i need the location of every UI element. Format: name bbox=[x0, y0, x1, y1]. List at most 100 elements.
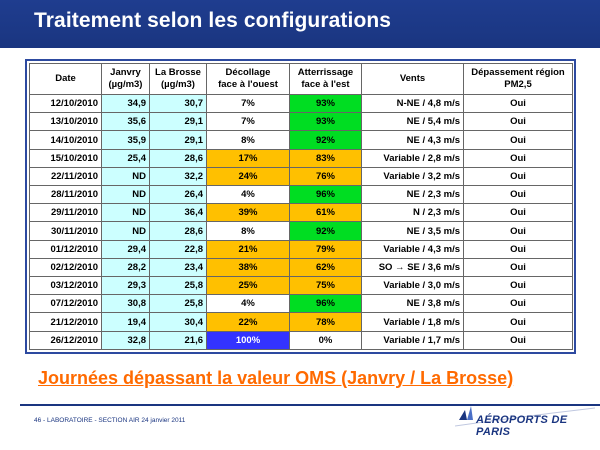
cell-vents: Variable / 1,8 m/s bbox=[361, 312, 464, 332]
table-row: 29/11/2010 ND 36,4 39% 61% N / 2,3 m/s Oui bbox=[29, 203, 573, 223]
aeroports-de-paris-logo-icon bbox=[455, 406, 595, 427]
cell-atterrissage: 62% bbox=[289, 257, 362, 278]
cell-decollage: 17% bbox=[206, 148, 290, 168]
cell-date: 21/12/2010 bbox=[29, 312, 102, 332]
cell-atterrissage: 75% bbox=[289, 276, 362, 296]
slide-header: Traitement selon les configurations bbox=[0, 0, 600, 48]
table-row: 01/12/2010 29,4 22,8 21% 79% Variable / 4,3 m… bbox=[29, 239, 573, 259]
cell-janvry: ND bbox=[101, 185, 150, 205]
cell-date: 22/11/2010 bbox=[29, 166, 102, 187]
col-header-date: Date bbox=[29, 63, 102, 95]
cell-date: 26/12/2010 bbox=[29, 330, 102, 351]
cell-vents: N-NE / 4,8 m/s bbox=[361, 93, 464, 114]
logo-text: AÉROPORTS DE PARIS bbox=[476, 414, 568, 438]
cell-depassement: Oui bbox=[463, 166, 573, 187]
cell-janvry: 29,4 bbox=[101, 239, 150, 259]
cell-janvry: 30,8 bbox=[101, 294, 150, 314]
col-header-atterrissage: Atterrissage face à l'est bbox=[289, 63, 362, 95]
cell-atterrissage: 96% bbox=[289, 294, 362, 314]
cell-vents: N / 2,3 m/s bbox=[361, 203, 464, 223]
cell-atterrissage: 92% bbox=[289, 130, 362, 150]
cell-labrosse: 29,1 bbox=[149, 130, 207, 150]
cell-vents: Variable / 4,3 m/s bbox=[361, 239, 464, 259]
cell-janvry: ND bbox=[101, 203, 150, 223]
cell-labrosse: 28,6 bbox=[149, 148, 207, 168]
cell-decollage: 39% bbox=[206, 203, 290, 223]
cell-depassement: Oui bbox=[463, 312, 573, 332]
table-header-row: Date Janvry (µg/m3) La Brosse (µg/m3) Déco… bbox=[29, 63, 573, 95]
cell-decollage: 21% bbox=[206, 239, 290, 259]
cell-decollage: 7% bbox=[206, 112, 290, 132]
col-header-depassement: Dépassement région PM2,5 bbox=[463, 63, 573, 95]
cell-janvry: 35,6 bbox=[101, 112, 150, 132]
table-row: 26/12/2010 32,8 21,6 100% 0% Variable / 1,7 m… bbox=[29, 330, 573, 351]
cell-atterrissage: 78% bbox=[289, 312, 362, 332]
cell-date: 15/10/2010 bbox=[29, 148, 102, 168]
cell-vents: SO → SE / 3,6 m/s bbox=[361, 257, 464, 278]
table-row: 12/10/2010 34,9 30,7 7% 93% N-NE / 4,8 m/s Oui bbox=[29, 93, 573, 114]
data-table: Date Janvry (µg/m3) La Brosse (µg/m3) Déco… bbox=[29, 63, 573, 351]
cell-vents: Variable / 2,8 m/s bbox=[361, 148, 464, 168]
cell-janvry: 35,9 bbox=[101, 130, 150, 150]
cell-janvry: 25,4 bbox=[101, 148, 150, 168]
cell-labrosse: 28,6 bbox=[149, 221, 207, 241]
cell-date: 03/12/2010 bbox=[29, 276, 102, 296]
cell-date: 28/11/2010 bbox=[29, 185, 102, 205]
cell-atterrissage: 96% bbox=[289, 185, 362, 205]
cell-vents: Variable / 3,0 m/s bbox=[361, 276, 464, 296]
cell-decollage: 8% bbox=[206, 130, 290, 150]
cell-janvry: 34,9 bbox=[101, 93, 150, 114]
footer-page-info: 46 - LABORATOIRE - SECTION AIR 24 janvie… bbox=[34, 417, 186, 424]
cell-labrosse: 32,2 bbox=[149, 166, 207, 187]
cell-depassement: Oui bbox=[463, 330, 573, 351]
table-row: 28/11/2010 ND 26,4 4% 96% NE / 2,3 m/s Oui bbox=[29, 185, 573, 205]
cell-vents: NE / 4,3 m/s bbox=[361, 130, 464, 150]
table-row: 22/11/2010 ND 32,2 24% 76% Variable / 3,2 m/s… bbox=[29, 166, 573, 187]
table-row: 03/12/2010 29,3 25,8 25% 75% Variable / 3,0 m… bbox=[29, 276, 573, 296]
cell-depassement: Oui bbox=[463, 203, 573, 223]
cell-depassement: Oui bbox=[463, 294, 573, 314]
col-header-decollage: Décollage face à l'ouest bbox=[206, 63, 290, 95]
cell-labrosse: 25,8 bbox=[149, 276, 207, 296]
cell-depassement: Oui bbox=[463, 112, 573, 132]
cell-depassement: Oui bbox=[463, 93, 573, 114]
cell-date: 02/12/2010 bbox=[29, 257, 102, 278]
cell-decollage: 24% bbox=[206, 166, 290, 187]
cell-janvry: ND bbox=[101, 221, 150, 241]
cell-decollage: 7% bbox=[206, 93, 290, 114]
cell-decollage: 22% bbox=[206, 312, 290, 332]
cell-decollage: 100% bbox=[206, 330, 290, 351]
cell-labrosse: 26,4 bbox=[149, 185, 207, 205]
cell-depassement: Oui bbox=[463, 185, 573, 205]
cell-depassement: Oui bbox=[463, 239, 573, 259]
cell-labrosse: 25,8 bbox=[149, 294, 207, 314]
cell-depassement: Oui bbox=[463, 221, 573, 241]
col-header-janvry: Janvry (µg/m3) bbox=[101, 63, 150, 95]
cell-labrosse: 30,7 bbox=[149, 93, 207, 114]
table-row: 15/10/2010 25,4 28,6 17% 83% Variable / 2,8 m… bbox=[29, 148, 573, 168]
cell-atterrissage: 83% bbox=[289, 148, 362, 168]
cell-vents: NE / 5,4 m/s bbox=[361, 112, 464, 132]
cell-labrosse: 22,8 bbox=[149, 239, 207, 259]
cell-atterrissage: 93% bbox=[289, 93, 362, 114]
table-row: 02/12/2010 28,2 23,4 38% 62% SO → SE / 3,6 m/… bbox=[29, 257, 573, 278]
col-header-labrosse: La Brosse (µg/m3) bbox=[149, 63, 207, 95]
cell-decollage: 38% bbox=[206, 257, 290, 278]
cell-vents: NE / 2,3 m/s bbox=[361, 185, 464, 205]
col-header-vents: Vents bbox=[361, 63, 464, 95]
cell-vents: NE / 3,8 m/s bbox=[361, 294, 464, 314]
cell-date: 07/12/2010 bbox=[29, 294, 102, 314]
cell-labrosse: 29,1 bbox=[149, 112, 207, 132]
cell-labrosse: 23,4 bbox=[149, 257, 207, 278]
cell-janvry: 29,3 bbox=[101, 276, 150, 296]
cell-janvry: 32,8 bbox=[101, 330, 150, 351]
cell-labrosse: 21,6 bbox=[149, 330, 207, 351]
footnote-oms: Journées dépassant la valeur OMS (Janvry… bbox=[38, 368, 514, 388]
cell-atterrissage: 61% bbox=[289, 203, 362, 223]
cell-decollage: 25% bbox=[206, 276, 290, 296]
cell-date: 30/11/2010 bbox=[29, 221, 102, 241]
cell-decollage: 8% bbox=[206, 221, 290, 241]
cell-janvry: 19,4 bbox=[101, 312, 150, 332]
cell-atterrissage: 79% bbox=[289, 239, 362, 259]
cell-atterrissage: 0% bbox=[289, 330, 362, 351]
